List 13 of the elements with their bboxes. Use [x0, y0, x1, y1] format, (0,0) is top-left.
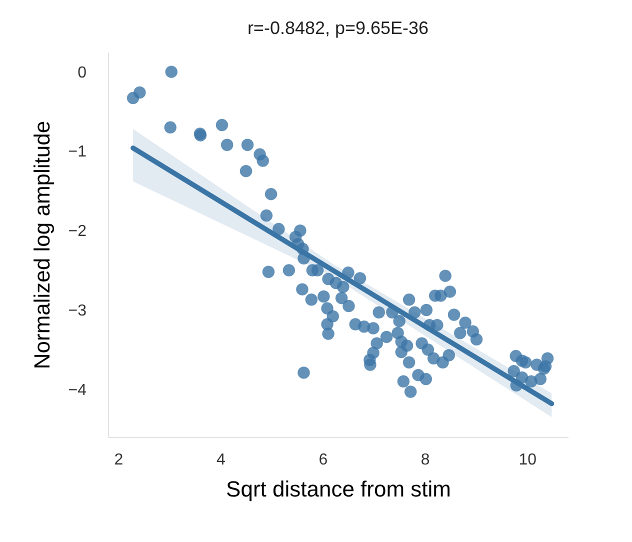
x-tick-label: 2 — [114, 452, 124, 468]
y-tick-label: −3 — [68, 302, 87, 320]
x-tick-label: 6 — [318, 452, 328, 468]
x-axis-title: Sqrt distance from stim — [226, 476, 451, 502]
x-tick-label: 10 — [518, 452, 537, 468]
chart-title: r=-0.8482, p=9.65E-36 — [247, 18, 429, 38]
y-axis-title: Normalized log amplitude — [29, 120, 54, 370]
x-tick-label: 8 — [420, 452, 430, 468]
y-tick-label: −2 — [68, 223, 87, 240]
y-tick-label: 0 — [78, 64, 87, 82]
y-tick-label: −4 — [68, 382, 87, 399]
x-tick-label: 4 — [216, 452, 226, 468]
y-tick-label: −1 — [68, 144, 87, 161]
